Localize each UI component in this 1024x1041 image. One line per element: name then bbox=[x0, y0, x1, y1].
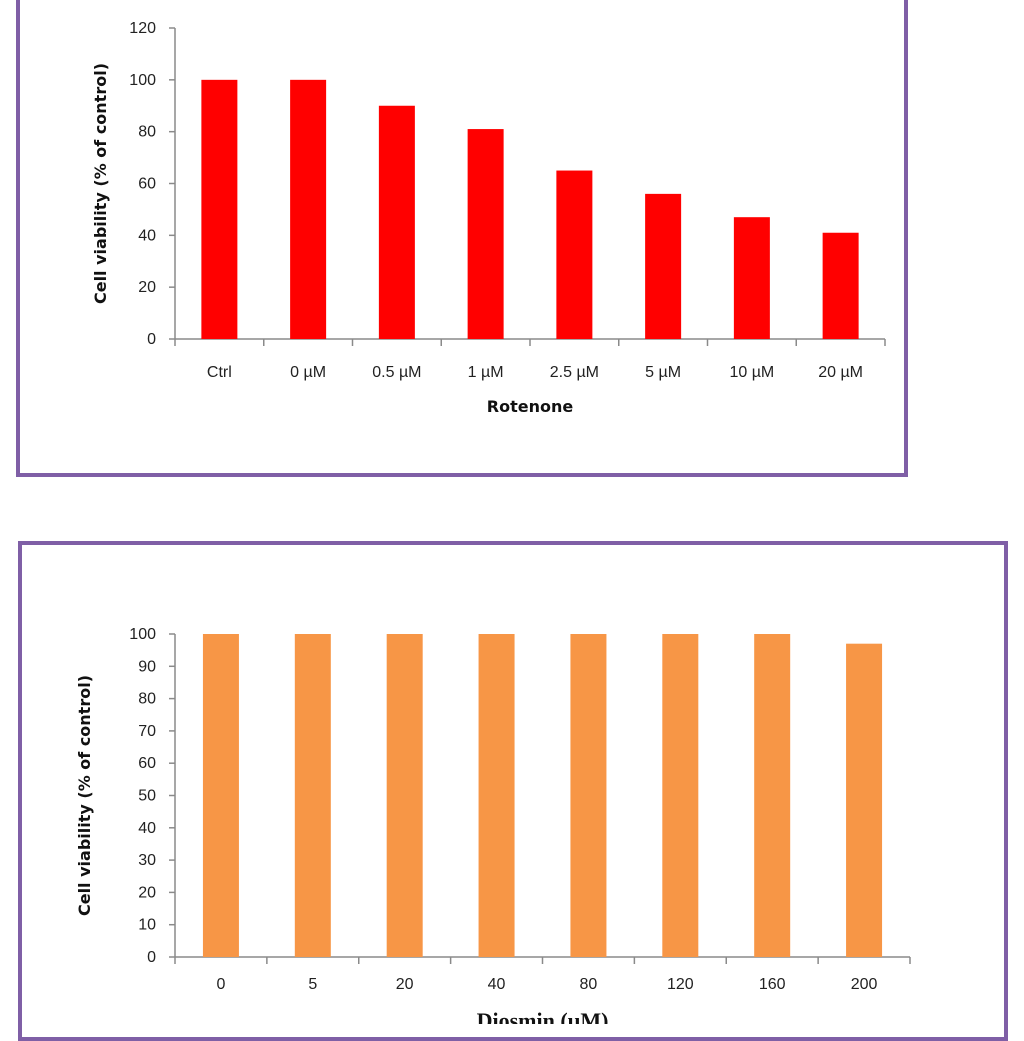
y-tick-label: 100 bbox=[129, 626, 156, 643]
bar bbox=[846, 643, 883, 957]
x-tick-label: Ctrl bbox=[207, 364, 232, 381]
x-tick-label: 120 bbox=[667, 976, 694, 993]
bar bbox=[822, 232, 859, 339]
diosmin-bar-chart: 0 10 20 30 40 50 60 70 80 90 100 0 5 20 40 80 120 160 200 D… bbox=[75, 626, 911, 1024]
y-tick-label: 60 bbox=[138, 176, 156, 193]
x-tick-label: 160 bbox=[759, 976, 786, 993]
y-tick-label: 70 bbox=[138, 723, 156, 740]
y-tick-label: 20 bbox=[138, 279, 156, 296]
y-axis-title: Cell viability (% of control) bbox=[91, 63, 110, 304]
bar bbox=[570, 634, 607, 957]
x-tick-label: 20 bbox=[396, 976, 414, 993]
x-tick-label: 0 bbox=[216, 976, 225, 993]
y-tick-label: 40 bbox=[138, 820, 156, 837]
bar bbox=[201, 79, 238, 339]
x-tick-label: 1 µM bbox=[468, 364, 504, 381]
x-axis-title: Rotenone bbox=[487, 397, 574, 416]
y-tick-label: 30 bbox=[138, 852, 156, 869]
y-tick-label: 10 bbox=[138, 917, 156, 934]
x-axis-title: Diosmin (µM) bbox=[477, 1008, 609, 1024]
bar bbox=[386, 634, 423, 957]
y-axis-title: Cell viability (% of control) bbox=[75, 675, 94, 916]
bar bbox=[290, 79, 327, 339]
y-tick-label: 50 bbox=[138, 788, 156, 805]
y-tick-label: 100 bbox=[129, 72, 156, 89]
x-tick-label: 20 µM bbox=[818, 364, 863, 381]
y-tick-label: 80 bbox=[138, 124, 156, 141]
rotenone-bar-chart: 0 20 40 60 80 100 120 Ctrl 0 µM 0.5 µM 1 µM 2.5 µM 5… bbox=[91, 20, 886, 416]
bar bbox=[556, 170, 593, 339]
bar bbox=[733, 217, 770, 339]
x-tick-label: 5 bbox=[308, 976, 317, 993]
y-tick-label: 60 bbox=[138, 755, 156, 772]
x-tick-label: 0 µM bbox=[290, 364, 326, 381]
bar bbox=[378, 105, 415, 339]
bar bbox=[662, 634, 699, 957]
bar bbox=[294, 634, 331, 957]
bar bbox=[467, 129, 504, 339]
x-tick-label: 200 bbox=[851, 976, 878, 993]
y-tick-label: 80 bbox=[138, 691, 156, 708]
bar bbox=[478, 634, 515, 957]
x-tick-label: 80 bbox=[580, 976, 598, 993]
x-tick-label: 0.5 µM bbox=[372, 364, 421, 381]
bar bbox=[645, 193, 682, 339]
y-tick-label: 40 bbox=[138, 227, 156, 244]
y-tick-label: 120 bbox=[129, 20, 156, 37]
x-tick-label: 10 µM bbox=[729, 364, 774, 381]
y-tick-label: 90 bbox=[138, 658, 156, 675]
x-tick-label: 5 µM bbox=[645, 364, 681, 381]
y-tick-label: 0 bbox=[147, 949, 156, 966]
y-tick-label: 20 bbox=[138, 884, 156, 901]
x-tick-label: 2.5 µM bbox=[550, 364, 599, 381]
x-tick-label: 40 bbox=[488, 976, 506, 993]
bar bbox=[754, 634, 791, 957]
bar bbox=[202, 634, 239, 957]
y-tick-label: 0 bbox=[147, 331, 156, 348]
